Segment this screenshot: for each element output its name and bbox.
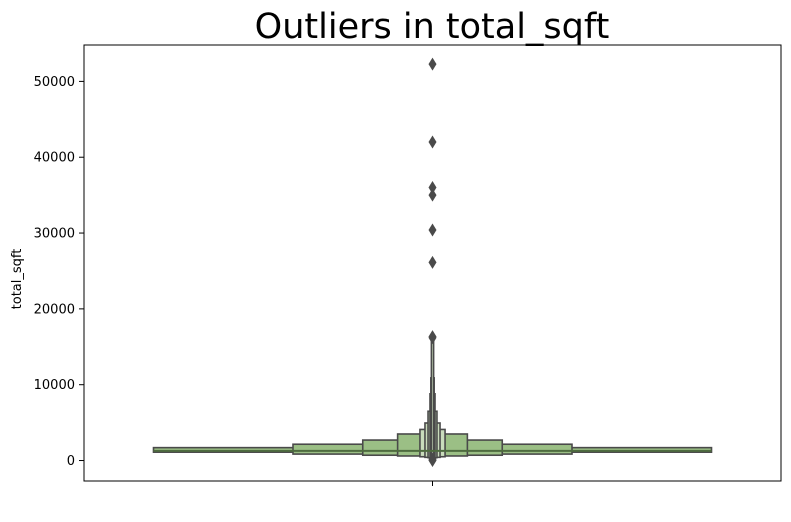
outlier-point-0 [428, 57, 437, 71]
outlier-point-5 [428, 255, 437, 269]
y-tick-label-5: 50000 [34, 75, 75, 90]
y-tick-label-2: 20000 [34, 302, 75, 317]
y-tick-label-4: 40000 [34, 151, 75, 166]
plot-frame [83, 44, 782, 482]
plot-area [152, 57, 713, 468]
outlier-point-7 [428, 331, 437, 345]
y-axis-label: total_sqft [10, 249, 25, 310]
y-tick-label-0: 0 [67, 454, 75, 469]
outlier-point-4 [428, 223, 437, 237]
boxen-box-level-10 [430, 339, 435, 460]
y-tick-label-1: 10000 [34, 378, 75, 393]
outlier-point-10 [428, 454, 437, 468]
outlier-point-3 [428, 188, 437, 202]
y-axis: 0 10000 20000 30000 40000 50000 [34, 75, 84, 469]
outlier-point-1 [428, 135, 437, 149]
chart-title: Outliers in total_sqft [255, 7, 610, 47]
outlier-point-2 [428, 181, 437, 195]
y-tick-label-3: 30000 [34, 227, 75, 242]
